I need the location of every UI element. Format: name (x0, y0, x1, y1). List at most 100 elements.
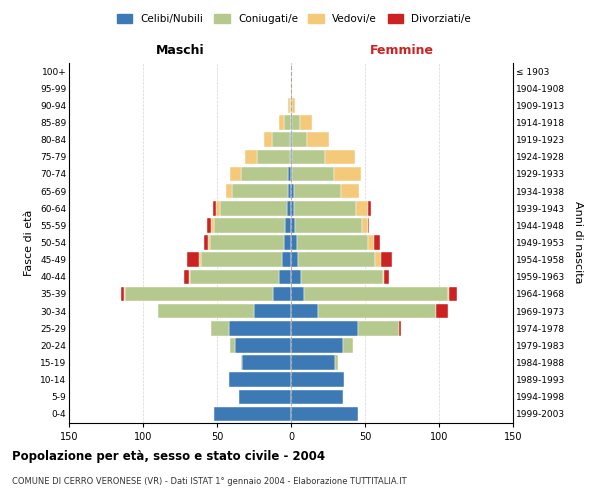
Bar (272, 132, 290, 147)
Bar (209, 235, 284, 250)
Bar (292, 115, 300, 130)
Bar (368, 235, 374, 250)
Bar (291, 270, 301, 284)
Bar (300, 115, 312, 130)
Bar (291, 184, 294, 198)
Bar (199, 252, 201, 267)
Bar (291, 286, 304, 301)
Bar (211, 218, 214, 232)
Bar (448, 286, 449, 301)
Bar (307, 132, 329, 147)
Bar (290, 150, 291, 164)
Bar (341, 184, 359, 198)
Bar (291, 115, 292, 130)
Bar (295, 218, 362, 232)
Bar (335, 355, 338, 370)
Bar (292, 98, 295, 112)
Bar (297, 235, 368, 250)
Bar (241, 355, 242, 370)
Bar (376, 252, 381, 267)
Bar (288, 184, 291, 198)
Text: COMUNE DI CERRO VERONESE (VR) - Dati ISTAT 1° gennaio 2004 - Elaborazione TUTTIT: COMUNE DI CERRO VERONESE (VR) - Dati IST… (12, 478, 407, 486)
Bar (291, 372, 344, 387)
Bar (230, 166, 241, 181)
Bar (287, 201, 291, 216)
Bar (291, 321, 358, 336)
Bar (226, 184, 232, 198)
Bar (189, 270, 190, 284)
Bar (362, 218, 368, 232)
Bar (206, 218, 211, 232)
Bar (294, 201, 356, 216)
Bar (301, 270, 383, 284)
Bar (368, 218, 370, 232)
Bar (317, 304, 436, 318)
Bar (292, 132, 307, 147)
Bar (284, 235, 291, 250)
Bar (257, 150, 290, 164)
Y-axis label: Anni di nascita: Anni di nascita (574, 201, 583, 284)
Bar (215, 201, 220, 216)
Bar (291, 235, 297, 250)
Bar (241, 166, 288, 181)
Legend: Celibi/Nubili, Coniugati/e, Vedovi/e, Divorziati/e: Celibi/Nubili, Coniugati/e, Vedovi/e, Di… (113, 10, 475, 29)
Bar (214, 406, 291, 421)
Bar (291, 252, 298, 267)
Bar (290, 98, 291, 112)
Text: Femmine: Femmine (370, 44, 434, 58)
Bar (294, 184, 341, 198)
Bar (285, 218, 291, 232)
Bar (291, 132, 292, 147)
Bar (220, 201, 287, 216)
Bar (279, 115, 284, 130)
Y-axis label: Fasce di età: Fasce di età (25, 210, 34, 276)
Bar (449, 286, 457, 301)
Bar (334, 166, 361, 181)
Bar (291, 338, 343, 352)
Bar (288, 98, 290, 112)
Bar (208, 235, 209, 250)
Bar (298, 252, 376, 267)
Bar (184, 270, 189, 284)
Bar (368, 201, 371, 216)
Bar (229, 321, 291, 336)
Bar (212, 201, 215, 216)
Bar (383, 270, 384, 284)
Bar (290, 132, 291, 147)
Bar (292, 150, 325, 164)
Bar (284, 115, 291, 130)
Bar (291, 304, 317, 318)
Bar (265, 132, 272, 147)
Text: Popolazione per età, sesso e stato civile - 2004: Popolazione per età, sesso e stato civil… (12, 450, 325, 463)
Bar (235, 338, 291, 352)
Bar (436, 304, 448, 318)
Bar (291, 355, 335, 370)
Bar (214, 218, 285, 232)
Bar (358, 321, 399, 336)
Bar (211, 321, 229, 336)
Bar (291, 201, 294, 216)
Bar (245, 150, 257, 164)
Bar (381, 252, 392, 267)
Bar (384, 270, 389, 284)
Bar (304, 286, 448, 301)
Bar (124, 286, 125, 301)
Bar (343, 338, 353, 352)
Bar (288, 166, 291, 181)
Bar (239, 390, 291, 404)
Bar (190, 270, 279, 284)
Text: Maschi: Maschi (155, 44, 205, 58)
Bar (291, 98, 292, 112)
Bar (230, 338, 235, 352)
Bar (242, 355, 291, 370)
Bar (187, 252, 199, 267)
Bar (291, 390, 343, 404)
Bar (291, 218, 295, 232)
Bar (356, 201, 368, 216)
Bar (325, 150, 355, 164)
Bar (121, 286, 124, 301)
Bar (254, 304, 291, 318)
Bar (291, 81, 292, 96)
Bar (374, 235, 380, 250)
Bar (232, 184, 288, 198)
